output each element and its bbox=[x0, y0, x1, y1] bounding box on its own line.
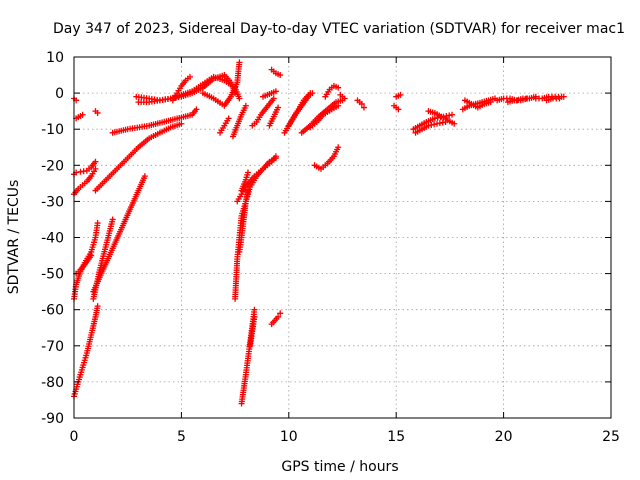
x-tick-label: 20 bbox=[495, 429, 513, 445]
y-tick-label: -20 bbox=[41, 158, 64, 174]
chart-title: Day 347 of 2023, Sidereal Day-to-day VTE… bbox=[53, 21, 625, 37]
y-tick-label: -60 bbox=[41, 303, 64, 319]
data-point bbox=[270, 95, 277, 102]
data-point bbox=[244, 187, 251, 194]
grid-layer bbox=[74, 57, 611, 418]
y-tick-label: -30 bbox=[41, 194, 64, 210]
data-segment bbox=[199, 59, 243, 109]
y-tick-label: -40 bbox=[41, 231, 64, 247]
data-segment bbox=[461, 97, 494, 111]
data-point bbox=[309, 90, 316, 97]
data-segment bbox=[543, 95, 563, 104]
data-segment bbox=[285, 90, 316, 129]
data-point bbox=[395, 106, 402, 113]
data-segment bbox=[311, 144, 342, 172]
data-segment bbox=[90, 216, 116, 302]
data-point bbox=[277, 72, 284, 79]
data-point bbox=[242, 102, 249, 109]
data-segment bbox=[109, 106, 200, 136]
data-point bbox=[92, 165, 99, 172]
data-point bbox=[449, 111, 456, 118]
x-tick-label: 25 bbox=[602, 429, 620, 445]
y-tick-label: -80 bbox=[41, 375, 64, 391]
data-segment bbox=[268, 66, 284, 79]
data-point bbox=[556, 95, 563, 102]
x-tick-label: 10 bbox=[280, 429, 298, 445]
data-segment bbox=[92, 108, 101, 116]
data-segment bbox=[354, 97, 367, 111]
x-tick-label: 5 bbox=[177, 429, 186, 445]
data-segment bbox=[238, 169, 251, 194]
data-segment bbox=[247, 313, 258, 349]
data-point bbox=[335, 84, 342, 91]
y-tick-label: 0 bbox=[55, 86, 64, 102]
data-point bbox=[275, 104, 282, 111]
data-point bbox=[109, 216, 116, 223]
data-point bbox=[358, 100, 365, 107]
data-point bbox=[92, 158, 99, 165]
data-segment bbox=[229, 102, 249, 140]
data-point bbox=[88, 252, 95, 259]
y-tick-label: -10 bbox=[41, 122, 64, 138]
data-segment bbox=[412, 118, 449, 136]
data-segment bbox=[504, 95, 531, 106]
data-point bbox=[236, 95, 243, 102]
data-point bbox=[94, 109, 101, 116]
y-tick-label: -50 bbox=[41, 267, 64, 283]
data-point bbox=[94, 303, 101, 310]
data-point bbox=[524, 95, 531, 102]
data-point bbox=[94, 220, 101, 227]
data-segment bbox=[169, 73, 193, 104]
data-segment bbox=[393, 91, 404, 100]
data-point bbox=[79, 111, 86, 118]
data-segment bbox=[249, 95, 277, 129]
data-point bbox=[560, 93, 567, 100]
data-point bbox=[487, 99, 494, 106]
y-tick-label: 10 bbox=[46, 50, 64, 66]
y-tick-label: -90 bbox=[41, 411, 64, 427]
data-segment bbox=[337, 91, 348, 102]
x-tick-label: 0 bbox=[70, 429, 79, 445]
data-segment bbox=[260, 88, 279, 100]
data-point bbox=[335, 144, 342, 151]
data-point bbox=[225, 115, 232, 122]
data-point bbox=[397, 91, 404, 98]
data-point bbox=[451, 120, 458, 127]
data-point bbox=[193, 106, 200, 113]
data-segment bbox=[307, 102, 342, 131]
data-segment bbox=[391, 102, 402, 113]
x-tick-label: 15 bbox=[387, 429, 405, 445]
data-point bbox=[341, 95, 348, 102]
data-segment bbox=[322, 82, 342, 100]
data-segment bbox=[92, 120, 185, 194]
data-segment bbox=[266, 104, 282, 129]
data-segment bbox=[217, 115, 232, 136]
data-point bbox=[251, 313, 258, 320]
data-point bbox=[277, 310, 284, 317]
data-point bbox=[186, 73, 193, 80]
data-point bbox=[335, 102, 342, 109]
data-point bbox=[272, 88, 279, 95]
data-point bbox=[244, 169, 251, 176]
axis-layer: 0 5 10 15 20 25 10 0 -10 -20 -30 -40 -50 -60 -70 -80 -90 bbox=[41, 50, 620, 445]
data-point bbox=[141, 173, 148, 180]
x-axis-label: GPS time / hours bbox=[281, 459, 398, 475]
data-segment bbox=[425, 108, 458, 127]
y-axis-label: SDTVAR / TECUs bbox=[6, 180, 22, 295]
data-point bbox=[275, 313, 282, 320]
y-tick-label: -70 bbox=[41, 339, 64, 355]
data-point bbox=[251, 306, 258, 313]
data-point bbox=[360, 104, 367, 111]
data-segment bbox=[268, 310, 284, 328]
data-segment bbox=[236, 187, 251, 255]
data-point bbox=[236, 59, 243, 66]
data-point bbox=[178, 120, 185, 127]
data-point bbox=[272, 153, 279, 160]
